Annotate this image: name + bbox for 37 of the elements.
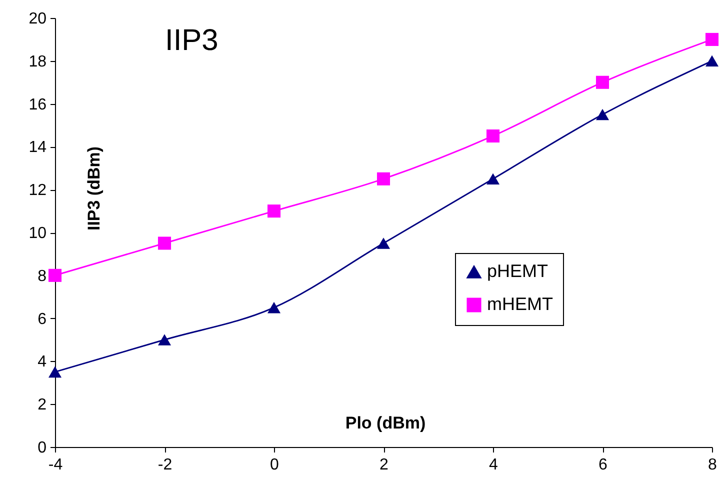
point bbox=[705, 55, 719, 67]
y-tick-label: 8 bbox=[38, 268, 47, 285]
y-axis-title: IIP3 (dBm) bbox=[84, 146, 104, 231]
point bbox=[267, 302, 281, 314]
x-axis-title: Plo (dBm) bbox=[345, 414, 426, 432]
y-tick-label: 16 bbox=[28, 96, 47, 114]
point bbox=[486, 129, 500, 142]
y-tick-label: 4 bbox=[38, 354, 47, 371]
y-tick-label: 14 bbox=[28, 139, 47, 156]
point bbox=[158, 334, 172, 346]
legend-label: mHEMT bbox=[487, 294, 553, 314]
x-tick-label: 2 bbox=[380, 456, 389, 474]
x-tick-label: -4 bbox=[48, 456, 63, 474]
y-tick-label: 0 bbox=[38, 440, 47, 456]
point bbox=[376, 238, 390, 249]
point bbox=[267, 204, 281, 218]
point bbox=[376, 172, 390, 186]
point bbox=[596, 108, 610, 120]
point bbox=[705, 32, 719, 46]
x-tick-label: 4 bbox=[489, 456, 498, 474]
y-tick-label: 2 bbox=[38, 396, 47, 414]
y-tick-label: 6 bbox=[38, 310, 47, 328]
y-tick-label: 20 bbox=[28, 10, 47, 28]
point bbox=[486, 173, 500, 185]
x-tick-label: 8 bbox=[708, 456, 718, 474]
x-tick-label: -2 bbox=[158, 456, 172, 474]
point bbox=[596, 76, 610, 89]
y-tick-label: 12 bbox=[28, 182, 47, 200]
x-tick-label: 6 bbox=[598, 456, 608, 474]
point bbox=[48, 268, 62, 282]
x-tick-label: 0 bbox=[270, 456, 280, 474]
point bbox=[158, 236, 172, 250]
y-tick-label: 10 bbox=[28, 225, 47, 242]
point bbox=[48, 366, 62, 378]
legend-label: pHEMT bbox=[487, 261, 548, 281]
y-tick-label: 18 bbox=[28, 53, 47, 70]
chart-title: IIP3 bbox=[165, 24, 218, 57]
